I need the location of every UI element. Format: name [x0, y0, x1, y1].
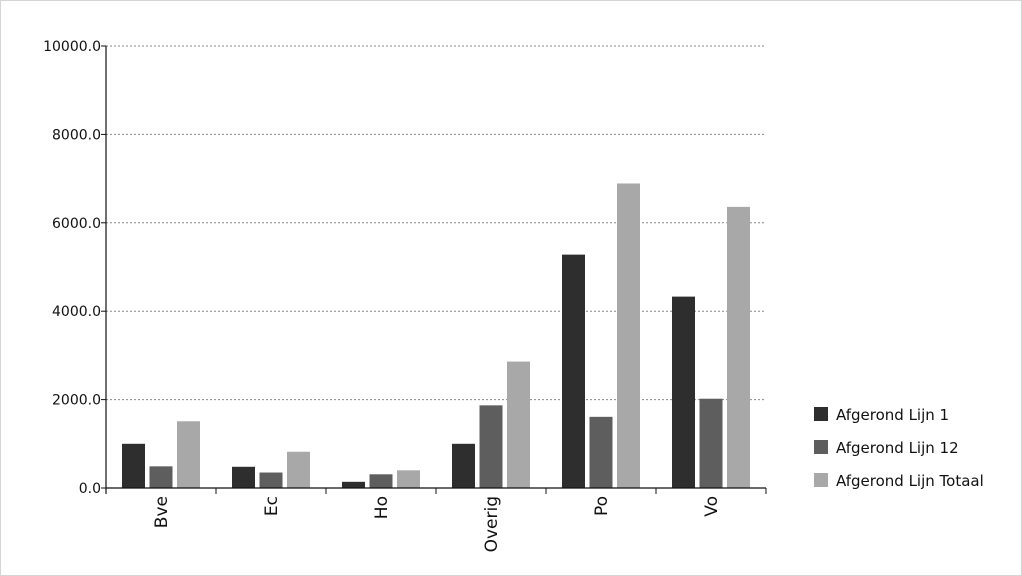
bar-ho-series-1	[342, 481, 365, 488]
legend-label-1: Afgerond Lijn 1	[836, 406, 949, 424]
x-tick-label-overig: Overig	[482, 496, 502, 552]
bar-vo-series-2	[699, 398, 723, 488]
bar-overig-series-3	[507, 361, 530, 488]
bar-bve-series-3	[177, 421, 200, 488]
bar-overig-series-2	[479, 405, 503, 488]
legend-swatch-2	[814, 440, 828, 454]
bar-bve-series-2	[149, 466, 173, 488]
y-tick-label: 8000.0	[52, 127, 101, 143]
x-tick-label-vo: Vo	[702, 496, 722, 517]
bar-ho-series-3	[397, 470, 420, 488]
legend-swatch-3	[814, 473, 828, 487]
x-axis-labels: Bve Ec Ho Overig Po Vo	[152, 496, 722, 552]
bar-ec-series-3	[287, 451, 310, 488]
y-tick-label: 4000.0	[52, 304, 101, 320]
bar-ec-series-1	[232, 466, 255, 488]
bar-po-series-2	[589, 416, 613, 488]
bar-vo-series-3	[727, 206, 750, 488]
legend-label-2: Afgerond Lijn 12	[836, 439, 959, 457]
x-tick-label-po: Po	[592, 496, 612, 516]
y-tick-label: 10000.0	[43, 39, 101, 55]
y-axis-ticks: 0.0 2000.0 4000.0 6000.0 8000.0 10000.0	[43, 39, 101, 497]
legend: Afgerond Lijn 1 Afgerond Lijn 12 Afgerond …	[814, 406, 984, 490]
bar-ho-series-2	[369, 474, 393, 488]
legend-label-3: Afgerond Lijn Totaal	[836, 472, 984, 490]
bar-bve-series-1	[122, 443, 145, 488]
bar-po-series-1	[562, 254, 585, 488]
bar-vo-series-1	[672, 296, 695, 488]
x-tick-label-bve: Bve	[152, 496, 172, 528]
axes	[101, 45, 767, 494]
legend-swatch-1	[814, 407, 828, 421]
bar-ec-series-2	[259, 472, 283, 488]
bars	[122, 183, 750, 488]
y-tick-label: 2000.0	[52, 393, 101, 409]
x-tick-label-ec: Ec	[262, 496, 282, 516]
bar-overig-series-1	[452, 443, 475, 488]
grid-lines	[106, 45, 766, 401]
y-tick-label: 0.0	[79, 481, 101, 497]
y-tick-label: 6000.0	[52, 216, 101, 232]
x-tick-label-ho: Ho	[372, 496, 392, 519]
bar-po-series-3	[617, 183, 640, 488]
